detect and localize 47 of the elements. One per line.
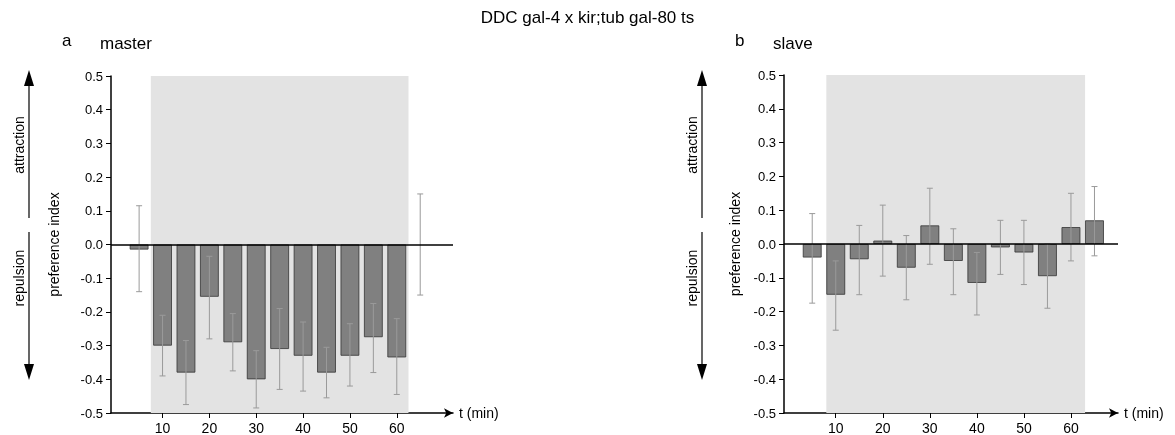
y-tick-label: 0.4 (84, 102, 103, 118)
y-tick-label: -0.5 (753, 405, 776, 421)
y-tick-label: 0.0 (84, 237, 103, 252)
x-tick-label: 30 (248, 420, 265, 435)
y-tick-label: 0.1 (757, 202, 776, 218)
y-tick-label: 0.3 (84, 135, 103, 151)
y-tick-label: -0.2 (80, 304, 103, 320)
y-tick-label: 0.5 (84, 68, 103, 84)
y-tick-label: 0.4 (757, 101, 776, 117)
x-tick-label: 60 (388, 420, 405, 435)
text: DDC gal-4 x kir;tub gal-80 ts (479, 8, 696, 28)
text: repulsion (684, 249, 700, 307)
x-tick-label: 40 (295, 420, 312, 435)
x-tick-label: 40 (969, 420, 985, 435)
x-tick-label: 20 (201, 420, 218, 435)
x-tick-label: 20 (875, 420, 891, 435)
y-tick-label: -0.4 (80, 371, 103, 387)
y-axis-title: preference index (46, 192, 62, 297)
x-tick-label: 10 (827, 420, 844, 435)
text: attraction (684, 116, 700, 174)
y-tick-label: 0.3 (757, 135, 776, 151)
chart-title: slave (773, 34, 813, 53)
y-tick-label: -0.5 (80, 405, 103, 421)
y-tick-label: -0.1 (80, 270, 103, 286)
chart-title: master (100, 34, 153, 53)
x-tick-label: 30 (922, 420, 938, 435)
x-axis-title: t (min) (1124, 405, 1164, 421)
y-tick-label: -0.1 (753, 270, 776, 286)
y-tick-label: -0.2 (753, 304, 776, 320)
x-tick-label: 10 (154, 420, 171, 435)
y-tick-label: 0.2 (757, 168, 776, 184)
x-tick-label: 60 (1063, 420, 1079, 435)
text: repulsion (11, 249, 27, 307)
y-tick-label: -0.3 (80, 338, 103, 354)
text: b (735, 31, 745, 50)
x-tick-label: 50 (1016, 420, 1032, 435)
x-axis-title: t (min) (459, 405, 499, 421)
text: a (62, 31, 72, 50)
x-tick-label: 50 (342, 420, 358, 435)
text: attraction (11, 116, 27, 174)
y-axis-title: preference index (727, 191, 743, 297)
y-tick-label: 0.0 (757, 236, 776, 252)
y-tick-label: 0.5 (757, 67, 776, 83)
y-tick-label: 0.1 (84, 203, 103, 219)
y-tick-label: 0.2 (84, 169, 103, 185)
y-tick-label: -0.4 (753, 371, 776, 387)
y-tick-label: -0.3 (753, 337, 776, 353)
